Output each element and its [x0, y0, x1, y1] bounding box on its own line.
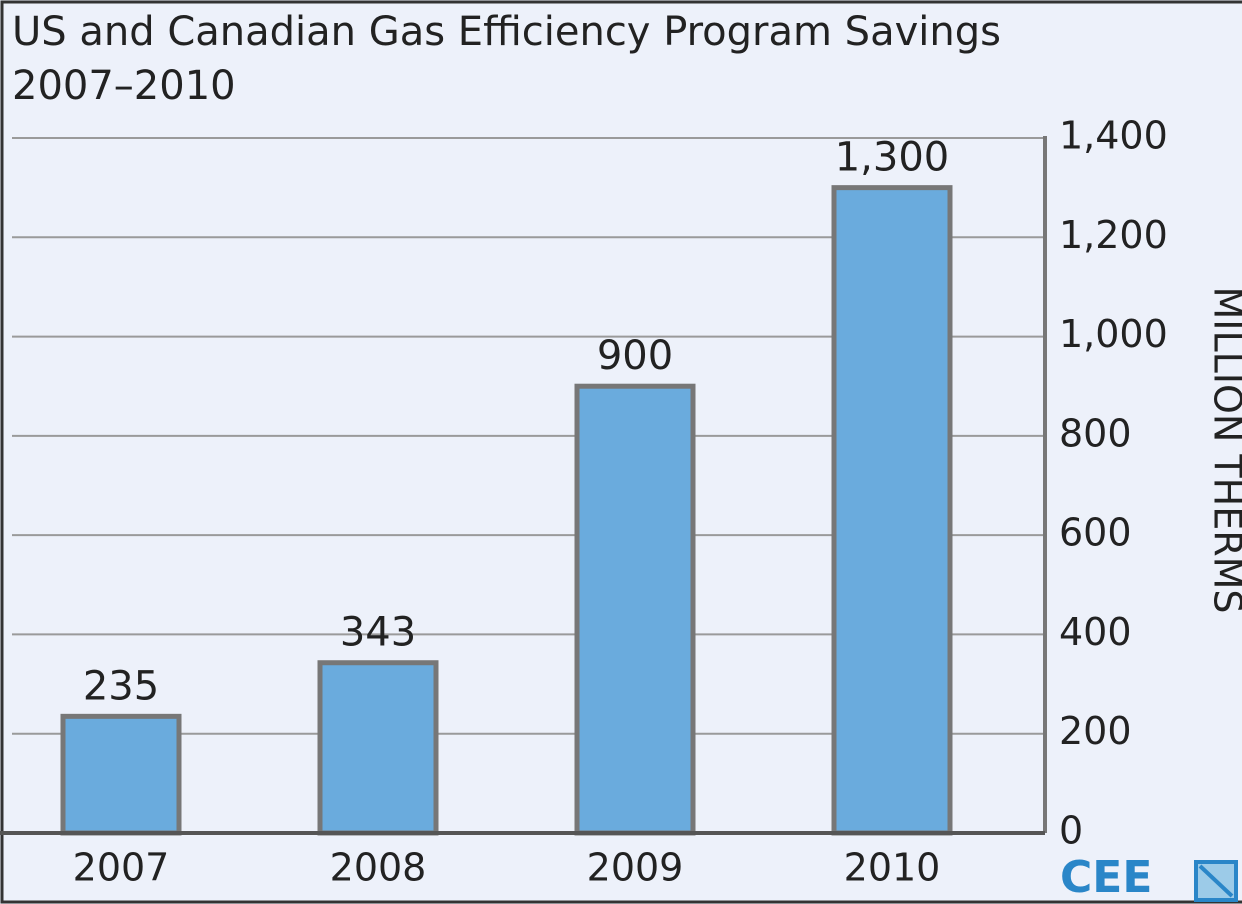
bar — [831, 185, 953, 836]
data-label: 343 — [340, 610, 416, 656]
y-tick-label: 200 — [1059, 709, 1132, 753]
y-tick-label: 1,200 — [1059, 213, 1168, 257]
y-tick-label: 1,000 — [1059, 312, 1168, 356]
y-tick-label: 400 — [1059, 610, 1132, 654]
bar — [317, 660, 439, 836]
logo: CEE — [1060, 852, 1152, 903]
y-tick-label: 800 — [1059, 411, 1132, 455]
data-label: 900 — [597, 333, 673, 379]
y-tick-label: 600 — [1059, 511, 1132, 555]
bar — [574, 383, 696, 836]
chart-subtitle: 2007–2010 — [12, 63, 236, 109]
bar — [60, 713, 182, 836]
data-label: 1,300 — [835, 135, 950, 181]
y-axis-label: MILLION THERMS — [1206, 286, 1242, 613]
x-tick-label: 2008 — [330, 846, 427, 890]
y-tick-label: 0 — [1059, 809, 1083, 853]
logo-icon — [1194, 860, 1238, 902]
x-tick-label: 2010 — [844, 846, 941, 890]
y-tick-label: 1,400 — [1059, 114, 1168, 158]
data-label: 235 — [83, 663, 159, 709]
x-tick-label: 2007 — [73, 846, 170, 890]
chart-title: US and Canadian Gas Efficiency Program S… — [12, 9, 1001, 55]
x-tick-label: 2009 — [587, 846, 684, 890]
